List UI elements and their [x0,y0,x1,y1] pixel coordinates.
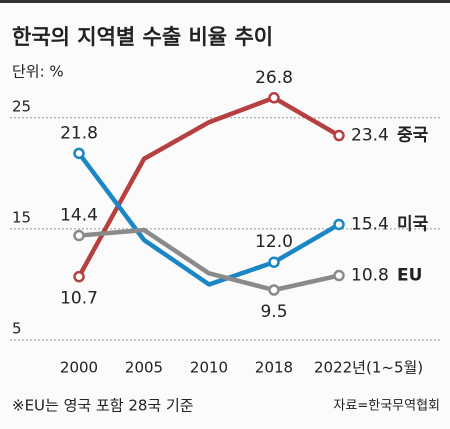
legend-label: 미국 [397,214,429,234]
point [333,269,345,282]
x-tick-label: 2022년(1~5월) [314,359,423,377]
y-tick-label: 5 [12,320,22,338]
y-tick-label: 25 [12,97,31,115]
y-tick-label: 15 [12,208,31,226]
point [268,284,280,296]
point [73,270,85,283]
data-label: 9.5 [260,302,287,322]
data-label: 10.8 [351,266,389,286]
line [77,95,341,278]
point [333,129,345,142]
legend-label: 중국 [397,126,429,146]
top-rule [0,0,450,3]
source: 자료=한국무역협회 [333,399,440,414]
data-label: 12.0 [255,232,293,252]
data-label: 14.4 [60,206,98,226]
point [73,229,85,242]
line [77,151,341,287]
data-label: 23.4 [351,126,389,146]
point [73,147,85,160]
point [333,218,345,231]
data-label: 21.8 [60,123,98,143]
line [78,227,340,293]
x-tick-label: 2000 [60,359,98,377]
data-label: 26.8 [255,68,293,88]
point [268,256,280,268]
x-tick-label: 2005 [125,359,163,377]
x-tick-label: 2010 [190,359,228,377]
data-label: 15.4 [351,214,389,234]
chart-title: 한국의 지역별 수출 비율 추이 [12,25,273,49]
legend-label: EU [397,266,422,286]
point [268,92,280,104]
unit-label: 단위: % [12,63,64,81]
footnote: ※EU는 영국 포함 28국 기준 [12,397,194,415]
data-label: 10.7 [60,289,98,309]
x-tick-label: 2018 [255,359,293,377]
